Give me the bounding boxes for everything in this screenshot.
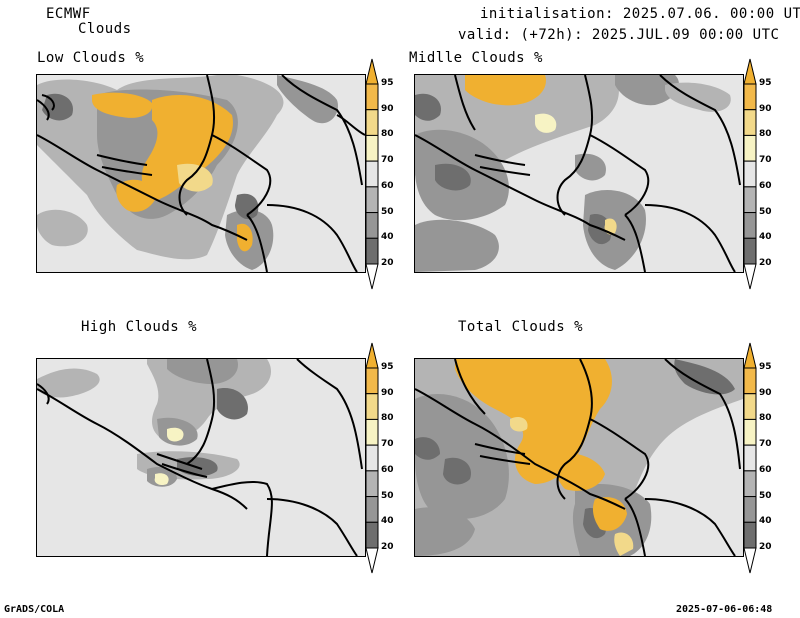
colorbar-top-arrow xyxy=(743,342,757,369)
colorbar-bottom-right: 95 90 80 70 60 50 40 20 xyxy=(743,342,772,574)
low-clouds-field xyxy=(37,75,365,272)
colorbar-label: 90 xyxy=(381,387,394,398)
init-time: initialisation: 2025.07.06. 00:00 UTC xyxy=(480,6,800,22)
panel-title-middle: Midlle Clouds % xyxy=(409,50,543,66)
colorbar-label: 95 xyxy=(381,78,394,88)
colorbar-label: 20 xyxy=(381,542,394,552)
low-clouds-map xyxy=(36,74,366,273)
product-name: Clouds xyxy=(78,21,132,37)
colorbar-label: 50 xyxy=(759,206,772,217)
colorbar-label: 80 xyxy=(381,129,394,140)
middle-clouds-map xyxy=(414,74,744,273)
colorbar-box xyxy=(365,444,379,472)
colorbar-label: 50 xyxy=(381,206,394,217)
colorbar-label: 20 xyxy=(381,258,394,268)
valid-time: valid: (+72h): 2025.JUL.09 00:00 UTC xyxy=(458,27,780,43)
colorbar-graphic xyxy=(743,342,757,574)
colorbar-label: 90 xyxy=(381,103,394,114)
colorbar-box xyxy=(365,237,379,265)
colorbar-label: 60 xyxy=(759,464,772,475)
colorbar-label: 80 xyxy=(759,413,772,424)
colorbar-top-right: 95 90 80 70 60 50 40 20 xyxy=(743,58,772,290)
colorbar-box xyxy=(365,134,379,162)
model-name: ECMWF xyxy=(46,6,91,22)
colorbar-bottom-arrow xyxy=(365,547,379,574)
colorbar-box xyxy=(365,160,379,188)
colorbar-box xyxy=(743,160,757,188)
total-clouds-map xyxy=(414,358,744,557)
total-clouds-field xyxy=(415,359,743,556)
colorbar-graphic xyxy=(743,58,757,290)
colorbar-label: 95 xyxy=(759,362,772,372)
colorbar-bottom-arrow xyxy=(365,263,379,290)
colorbar-box xyxy=(365,83,379,111)
colorbar-box xyxy=(365,367,379,395)
panel-title-high: High Clouds % xyxy=(81,319,198,335)
colorbar-bottom-arrow xyxy=(743,263,757,290)
colorbar-label: 90 xyxy=(759,387,772,398)
colorbar-box xyxy=(365,470,379,498)
colorbar-box xyxy=(743,109,757,136)
colorbar-label: 40 xyxy=(759,232,772,243)
colorbar-label: 60 xyxy=(381,464,394,475)
colorbar-label: 70 xyxy=(759,155,772,166)
colorbar-box xyxy=(743,470,757,498)
colorbar-box xyxy=(743,521,757,549)
colorbar-graphic xyxy=(365,58,379,290)
panel-title-low: Low Clouds % xyxy=(37,50,145,66)
colorbar-label: 95 xyxy=(759,78,772,88)
colorbar-graphic xyxy=(365,342,379,574)
high-clouds-field xyxy=(37,359,363,556)
colorbar-label: 80 xyxy=(381,413,394,424)
colorbar-top-arrow xyxy=(365,342,379,369)
colorbar-label: 40 xyxy=(759,516,772,527)
colorbar-label: 20 xyxy=(759,542,772,552)
colorbar-label: 50 xyxy=(381,490,394,501)
footer-timestamp: 2025-07-06-06:48 xyxy=(676,604,773,615)
colorbar-box xyxy=(365,496,379,523)
colorbar-label: 40 xyxy=(381,232,394,243)
colorbar-bottom-left: 95 90 80 70 60 50 40 20 xyxy=(365,342,394,574)
colorbar-box xyxy=(743,496,757,523)
colorbar-box xyxy=(365,212,379,239)
colorbar-box xyxy=(743,186,757,214)
middle-clouds-field xyxy=(415,75,741,272)
colorbar-label: 95 xyxy=(381,362,394,372)
colorbar-label: 60 xyxy=(381,180,394,191)
footer-software: GrADS/COLA xyxy=(4,604,65,615)
colorbar-label: 90 xyxy=(759,103,772,114)
colorbar-label: 40 xyxy=(381,516,394,527)
colorbar-box xyxy=(365,418,379,446)
colorbar-box xyxy=(743,418,757,446)
colorbar-box xyxy=(743,134,757,162)
colorbar-box xyxy=(743,367,757,395)
colorbar-label: 70 xyxy=(381,155,394,166)
colorbar-label: 80 xyxy=(759,129,772,140)
colorbar-box xyxy=(365,109,379,136)
colorbar-box xyxy=(365,186,379,214)
panel-title-total: Total Clouds % xyxy=(458,319,584,335)
colorbar-label: 70 xyxy=(381,439,394,450)
colorbar-box xyxy=(743,237,757,265)
colorbar-label: 20 xyxy=(759,258,772,268)
colorbar-bottom-arrow xyxy=(743,547,757,574)
colorbar-top-arrow xyxy=(743,58,757,85)
colorbar-top-arrow xyxy=(365,58,379,85)
high-clouds-map xyxy=(36,358,366,557)
colorbar-box xyxy=(365,521,379,549)
colorbar-box xyxy=(743,212,757,239)
colorbar-box xyxy=(743,393,757,420)
colorbar-top-left: 95 90 80 70 60 50 40 20 xyxy=(365,58,394,290)
colorbar-box xyxy=(743,444,757,472)
colorbar-label: 50 xyxy=(759,490,772,501)
colorbar-label: 70 xyxy=(759,439,772,450)
colorbar-label: 60 xyxy=(759,180,772,191)
colorbar-box xyxy=(743,83,757,111)
colorbar-box xyxy=(365,393,379,420)
